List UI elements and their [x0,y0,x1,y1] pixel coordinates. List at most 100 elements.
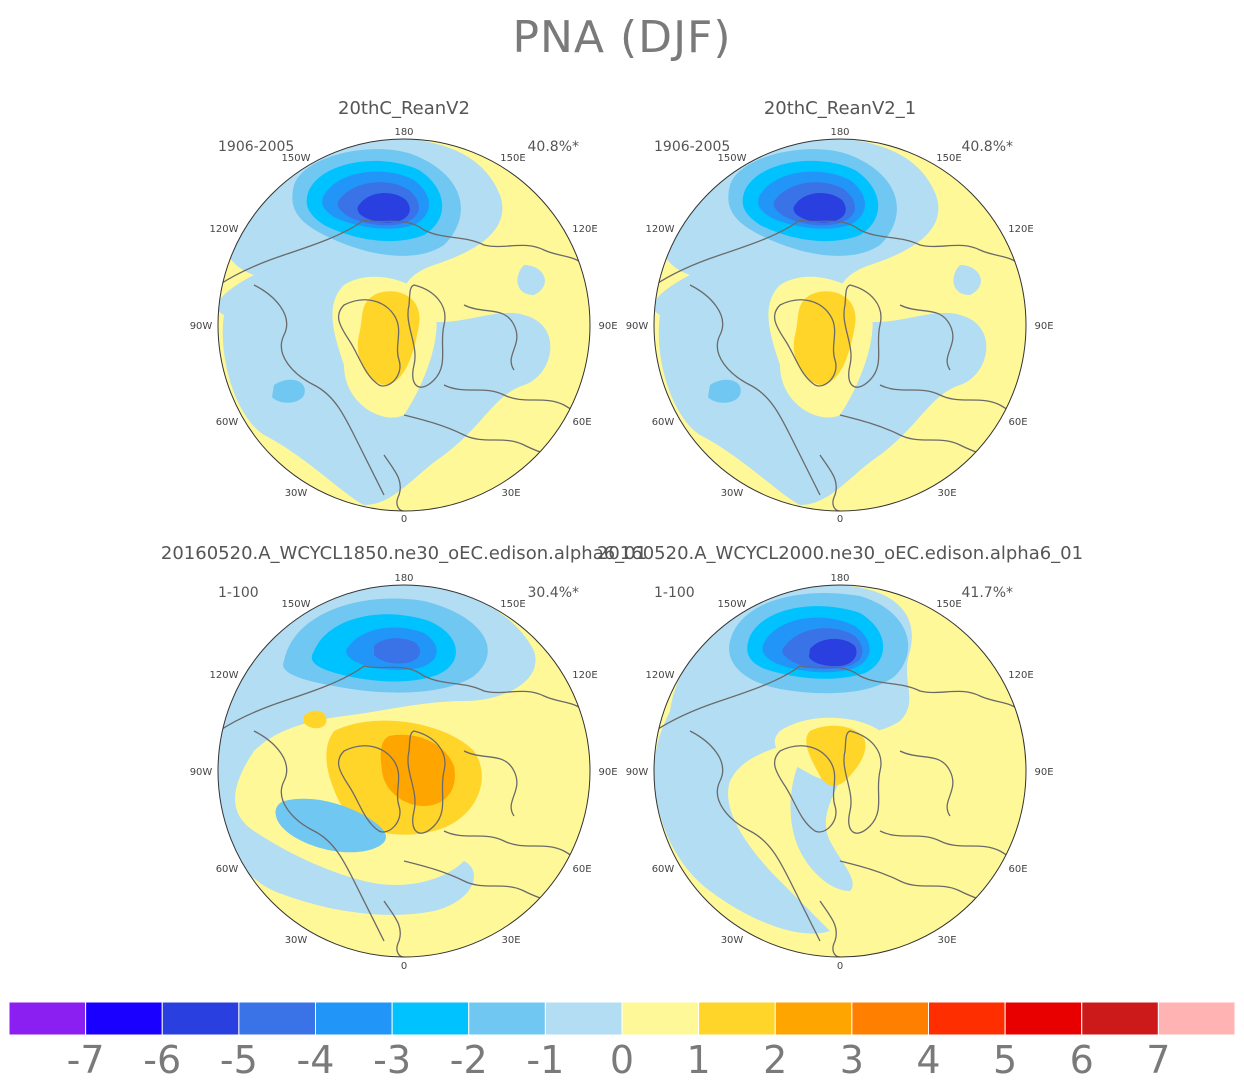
lon-label-90w: 90W [626,321,649,332]
lon-label-60w: 60W [652,864,675,875]
lon-label-150w: 150W [282,153,311,164]
map-boundary [653,138,1027,512]
colorbar-label: -3 [373,1038,411,1082]
lon-label-30w: 30W [721,488,744,499]
colorbar-swatch [85,1001,163,1036]
lon-label-60e: 60E [1008,864,1027,875]
lon-label-90w: 90W [190,767,213,778]
lon-label-90e: 90E [1034,767,1053,778]
colorbar-swatch [1004,1001,1083,1036]
lon-label-60w: 60W [216,417,239,428]
colorbar-swatch [851,1001,930,1036]
lon-label-90e: 90E [1034,321,1053,332]
colorbar-swatch [8,1001,87,1036]
panel-title: 20160520.A_WCYCL1850.ne30_oEC.edison.alp… [161,543,647,564]
figure-title: PNA (DJF) [512,12,731,63]
colorbar-label: 0 [610,1038,634,1082]
lon-label-60e: 60E [572,864,591,875]
lon-label-60w: 60W [652,417,675,428]
colorbar-label: 3 [840,1038,864,1082]
colorbar-label: -5 [220,1038,258,1082]
lon-label-180: 180 [394,127,413,138]
lon-label-90e: 90E [598,321,617,332]
anomaly-field [654,585,1026,957]
lon-label-0: 0 [401,514,407,525]
colorbar-label: -6 [143,1038,181,1082]
lon-label-30e: 30E [501,935,520,946]
panel-period: 1-100 [218,585,259,601]
lon-label-60e: 60E [572,417,591,428]
colorbar-label: -1 [526,1038,564,1082]
lon-label-150w: 150W [282,599,311,610]
polar-map [217,584,591,958]
colorbar: -7 -6 -5 -4 -3 -2 -1 0 1 2 3 4 5 6 7 [8,1001,1236,1082]
colorbar-label: 5 [993,1038,1017,1082]
lon-label-150w: 150W [718,153,747,164]
lon-label-30w: 30W [285,488,308,499]
panel-2: 20thC_ReanV2_1 1906-2005 40.8%* 180 0 15… [626,98,1054,525]
lon-label-150w: 150W [718,599,747,610]
panel-period: 1-100 [654,585,695,601]
colorbar-label: 2 [763,1038,787,1082]
lon-label-120e: 120E [572,670,597,681]
lon-label-180: 180 [394,573,413,584]
panel-variance: 30.4%* [528,585,579,601]
lon-label-0: 0 [837,961,843,972]
colorbar-label: -2 [450,1038,488,1082]
lon-label-30w: 30W [285,935,308,946]
colorbar-swatch [621,1001,700,1036]
polar-map [653,584,1027,958]
lon-label-0: 0 [837,514,843,525]
lon-label-120e: 120E [572,224,597,235]
colorbar-label: 6 [1070,1038,1094,1082]
colorbar-label: -7 [67,1038,105,1082]
map-boundary [217,584,591,958]
colorbar-swatch [391,1001,470,1036]
lon-label-120e: 120E [1008,224,1033,235]
lon-label-30e: 30E [937,935,956,946]
panel-title: 20thC_ReanV2_1 [764,98,916,119]
lon-label-30e: 30E [501,488,520,499]
lon-label-90w: 90W [626,767,649,778]
lon-label-120w: 120W [210,224,239,235]
colorbar-swatch [774,1001,853,1036]
panel-period: 1906-2005 [654,139,730,155]
lon-label-0: 0 [401,961,407,972]
lon-label-150e: 150E [500,599,525,610]
colorbar-swatch [1081,1001,1159,1036]
map-boundary [217,138,591,512]
lon-label-60w: 60W [216,864,239,875]
lon-label-150e: 150E [936,599,961,610]
lon-label-60e: 60E [1008,417,1027,428]
panel-title: 20thC_ReanV2 [338,98,470,119]
colorbar-label: 7 [1146,1038,1170,1082]
colorbar-label: 4 [916,1038,940,1082]
colorbar-swatch [161,1001,240,1036]
colorbar-swatch [698,1001,776,1036]
panel-4: 20160520.A_WCYCL2000.ne30_oEC.edison.alp… [597,543,1083,972]
lon-label-90e: 90E [598,767,617,778]
polar-map [217,138,591,512]
anomaly-field [218,585,590,957]
lon-label-90w: 90W [190,321,213,332]
colorbar-swatch [238,1001,317,1036]
panel-title: 20160520.A_WCYCL2000.ne30_oEC.edison.alp… [597,543,1083,564]
colorbar-swatch [1157,1001,1236,1036]
lon-label-30e: 30E [937,488,956,499]
lon-label-120w: 120W [210,670,239,681]
panel-1: 20thC_ReanV2 1906-2005 40.8%* 180 0 150W… [190,98,618,525]
lon-label-30w: 30W [721,935,744,946]
lon-label-150e: 150E [936,153,961,164]
polar-map [653,138,1027,512]
lon-label-120w: 120W [646,224,675,235]
colorbar-swatch [928,1001,1006,1036]
lon-label-150e: 150E [500,153,525,164]
lon-label-180: 180 [830,127,849,138]
panel-3: 20160520.A_WCYCL1850.ne30_oEC.edison.alp… [161,543,647,972]
lon-label-180: 180 [830,573,849,584]
panel-variance: 40.8%* [962,139,1013,155]
colorbar-label: -4 [297,1038,335,1082]
colorbar-label: 1 [687,1038,711,1082]
panel-variance: 40.8%* [528,139,579,155]
